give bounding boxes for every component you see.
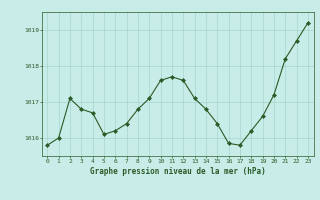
X-axis label: Graphe pression niveau de la mer (hPa): Graphe pression niveau de la mer (hPa)	[90, 167, 266, 176]
